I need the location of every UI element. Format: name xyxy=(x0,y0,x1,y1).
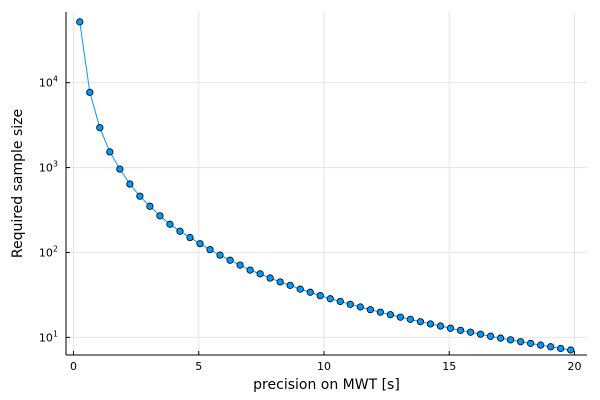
y-tick-label: 104 xyxy=(39,75,58,90)
x-tick-label: 15 xyxy=(442,360,456,373)
y-tick-label: 101 xyxy=(39,329,58,344)
tick-labels: 0 5 10 15 20 101 102 103 104 xyxy=(39,75,582,373)
data-point xyxy=(376,308,384,316)
x-tick-label: 0 xyxy=(70,360,77,373)
data-point xyxy=(557,344,565,353)
y-tick-label: 102 xyxy=(39,244,58,259)
axes xyxy=(65,12,587,356)
data-point xyxy=(346,300,354,308)
data-series xyxy=(76,18,575,354)
data-point xyxy=(517,338,525,346)
data-point xyxy=(176,227,184,235)
data-point xyxy=(216,251,224,259)
data-point xyxy=(296,285,304,293)
data-point xyxy=(116,165,124,173)
data-point xyxy=(456,326,465,334)
x-tick-label: 5 xyxy=(195,360,202,373)
x-axis-label: precision on MWT [s] xyxy=(253,377,400,393)
series-line xyxy=(79,21,571,351)
data-point xyxy=(507,336,515,344)
data-point xyxy=(316,292,324,300)
data-point xyxy=(476,330,485,338)
data-point xyxy=(86,88,94,96)
data-point xyxy=(366,306,374,314)
data-point xyxy=(236,261,244,269)
data-point xyxy=(336,297,344,306)
data-point xyxy=(226,256,234,264)
data-point xyxy=(436,322,445,330)
data-point xyxy=(76,18,84,26)
data-point xyxy=(96,124,104,132)
y-axis-label: Required sample size xyxy=(10,109,26,258)
data-point xyxy=(286,281,294,289)
data-point xyxy=(136,192,144,200)
data-point xyxy=(256,270,264,278)
data-point xyxy=(156,212,164,220)
data-point xyxy=(567,346,575,354)
data-point xyxy=(276,278,284,286)
x-tick-label: 10 xyxy=(317,360,331,373)
data-point xyxy=(486,332,495,340)
data-point xyxy=(547,343,555,351)
data-point xyxy=(246,266,254,274)
data-point xyxy=(527,339,535,347)
data-point xyxy=(386,311,394,319)
data-point xyxy=(166,220,174,228)
data-point xyxy=(426,320,435,328)
data-point xyxy=(186,233,194,242)
data-point xyxy=(326,295,334,303)
data-point xyxy=(537,341,545,349)
data-point xyxy=(446,324,455,332)
data-point xyxy=(196,240,204,248)
data-point xyxy=(266,274,274,282)
data-point xyxy=(406,315,415,323)
data-point xyxy=(106,148,114,156)
data-point xyxy=(306,288,314,296)
data-point xyxy=(126,180,134,188)
data-point xyxy=(206,246,214,254)
data-point xyxy=(466,328,475,336)
data-point xyxy=(416,318,425,326)
data-point xyxy=(496,334,505,342)
grid-lines xyxy=(66,12,587,355)
data-point xyxy=(356,303,364,311)
x-tick-label: 20 xyxy=(567,360,581,373)
data-point xyxy=(396,313,404,321)
data-point xyxy=(146,202,154,210)
y-tick-label: 103 xyxy=(39,160,58,175)
